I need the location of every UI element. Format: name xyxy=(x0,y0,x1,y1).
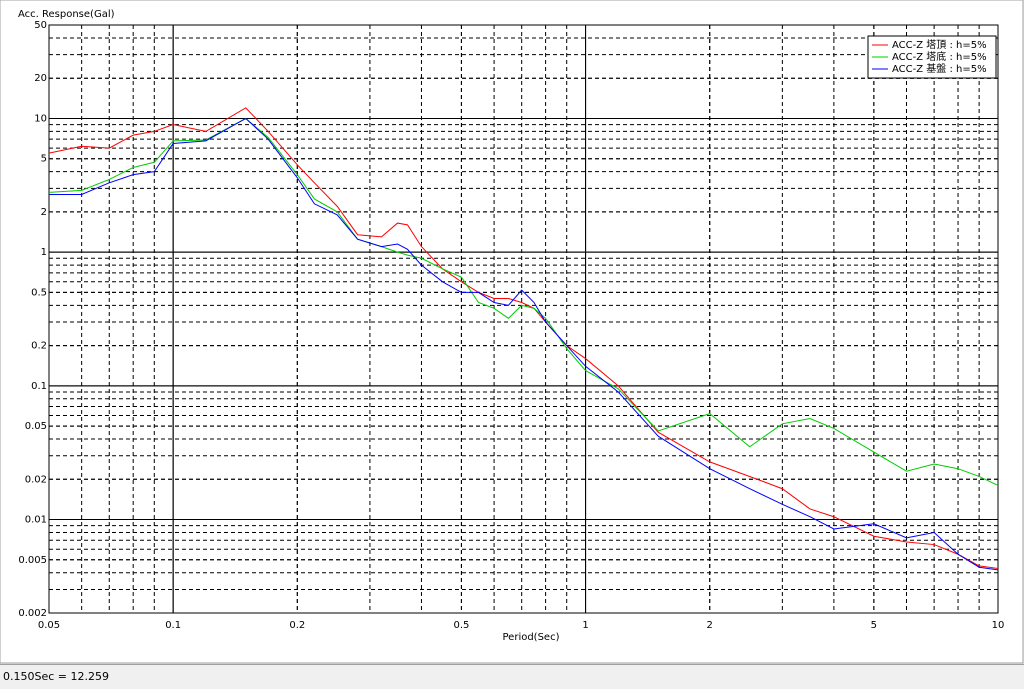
y-tick-label: 20 xyxy=(34,73,47,84)
x-tick-label: 0.1 xyxy=(165,620,181,631)
y-tick-label: 1 xyxy=(41,247,47,258)
plot-border xyxy=(48,24,999,614)
y-tick-label: 0.005 xyxy=(18,555,47,566)
y-tick-label: 0.002 xyxy=(18,608,47,619)
series-line xyxy=(49,117,999,571)
x-tick-label: 1 xyxy=(582,620,588,631)
y-axis-label: Acc. Response(Gal) xyxy=(18,9,115,20)
chart: Acc. Response(Gal) Period(Sec) 0.05 0.1 0.… xyxy=(0,0,1024,664)
y-tick-label: 2 xyxy=(41,207,47,218)
series-line xyxy=(48,107,999,570)
y-tick-label: 0.5 xyxy=(31,287,47,298)
legend-label: ACC-Z 塔頂 : h=5% xyxy=(892,38,987,51)
chart-frame xyxy=(0,0,1024,664)
x-tick-label: 0.2 xyxy=(289,620,305,631)
legend-label: ACC-Z 基盤 : h=5% xyxy=(892,62,987,75)
legend-label: ACC-Z 塔底 : h=5% xyxy=(892,50,987,63)
y-tick-label: 0.01 xyxy=(25,515,47,526)
x-tick-label: 0.5 xyxy=(453,620,469,631)
y-tick-label: 0.1 xyxy=(31,381,47,392)
x-tick-label: 5 xyxy=(871,620,877,631)
x-tick-label: 0.05 xyxy=(38,620,60,631)
legend-box xyxy=(867,35,997,79)
y-tick-label: 50 xyxy=(34,20,47,31)
status-bar: 0.150Sec = 12.259 xyxy=(0,664,1024,688)
y-tick-label: 0.02 xyxy=(25,474,47,485)
x-tick-label: 10 xyxy=(992,620,1005,631)
y-tick-label: 5 xyxy=(41,154,47,165)
y-tick-label: 10 xyxy=(34,113,47,124)
x-tick-label: 2 xyxy=(707,620,713,631)
y-tick-label: 0.2 xyxy=(31,341,47,352)
x-axis-label: Period(Sec) xyxy=(503,632,560,643)
y-tick-label: 0.05 xyxy=(25,421,47,432)
